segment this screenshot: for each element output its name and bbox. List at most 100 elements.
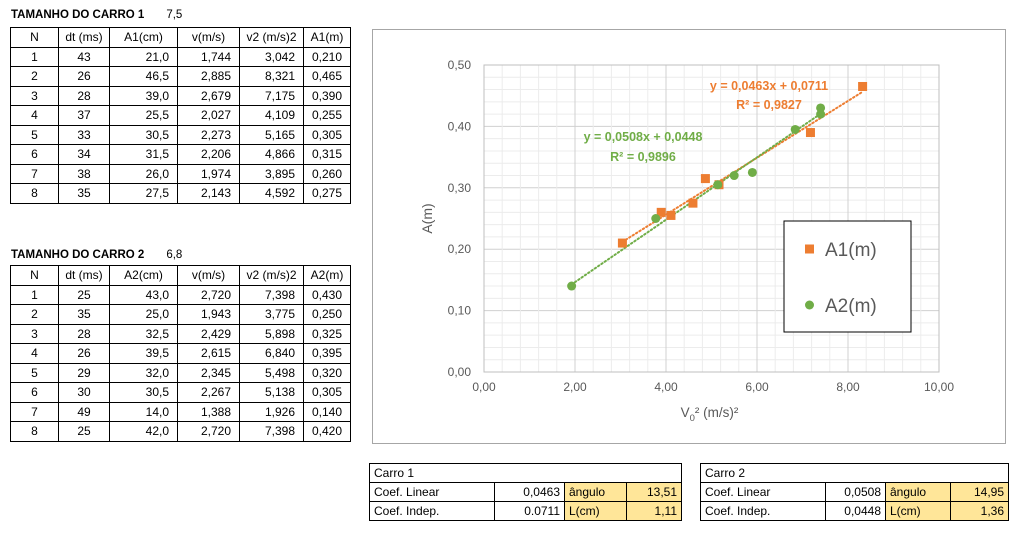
table-row: 5 29 32,0 2,345 5,498 0,320: [10, 362, 351, 383]
table-cell: 38: [58, 163, 110, 184]
table-cell: 25,5: [109, 105, 178, 126]
car1-size: 7,5: [166, 9, 183, 21]
table-cell: 7: [10, 401, 59, 422]
table-cell: 0,140: [303, 401, 351, 422]
table-cell: 2: [10, 304, 59, 325]
y-tick-label: 0,30: [448, 181, 472, 195]
table-cell: 0,305: [303, 124, 351, 145]
table-row: 7 49 14,0 1,388 1,926 0,140: [10, 401, 351, 422]
table-cell: 0,465: [303, 66, 351, 87]
table-cell: 2,273: [177, 124, 240, 145]
table-row: 6 34 31,5 2,206 4,866 0,315: [10, 144, 351, 165]
table-cell: 5,498: [239, 362, 304, 383]
table-cell: 2,679: [177, 85, 240, 106]
table-row: 1 25 43,0 2,720 7,398 0,430: [10, 284, 351, 305]
table-row: 6 30 30,5 2,267 5,138 0,305: [10, 382, 351, 403]
table-cell: 1,943: [177, 304, 240, 325]
table-cell: 49: [58, 401, 110, 422]
car1-angle-value: 13,51: [625, 482, 683, 502]
data-point-series-1: [656, 207, 666, 217]
column-header: dt (ms): [58, 265, 110, 286]
data-point-series-2: [729, 171, 739, 181]
table-cell: 14,0: [109, 401, 178, 422]
table-row: 1 43 21,0 1,744 3,042 0,210: [10, 46, 351, 67]
table-cell: 6,840: [239, 343, 304, 364]
data-point-series-1: [700, 174, 710, 184]
legend-label: A1(m): [825, 240, 877, 261]
table-cell: 3,895: [239, 163, 304, 184]
table-row: 3 28 32,5 2,429 5,898 0,325: [10, 323, 351, 344]
table-cell: 43: [58, 46, 110, 67]
table-row: 7 38 26,0 1,974 3,895 0,260: [10, 163, 351, 184]
table-cell: 5: [10, 362, 59, 383]
table-row: 2 35 25,0 1,943 3,775 0,250: [10, 304, 351, 325]
table-cell: 6: [10, 382, 59, 403]
column-header: v2 (m/s)2: [239, 27, 304, 48]
table-cell: 37: [58, 105, 110, 126]
table-cell: 4,592: [239, 183, 304, 204]
table-cell: 4: [10, 343, 59, 364]
car2-title: TAMANHO DO CARRO 2: [11, 249, 145, 261]
car2-angle-label: ângulo: [885, 482, 951, 502]
car1-title: TAMANHO DO CARRO 1: [11, 9, 145, 21]
table-cell: 46,5: [109, 66, 178, 87]
scatter-chart: 0,00 0,10 0,20 0,30 0,40 0,50 0,00 2,00 4,00 6,00…: [419, 58, 954, 424]
table-row: 4 37 25,5 2,027 4,109 0,255: [10, 105, 351, 126]
y-tick-label: 0,50: [448, 58, 472, 72]
car1-linear-value: 0,0463: [494, 482, 565, 502]
car1-angle-label: ângulo: [564, 482, 627, 502]
data-point-series-2: [790, 124, 800, 134]
table-cell: 39,5: [109, 343, 178, 364]
x-tick-label: 8,00: [836, 380, 860, 394]
column-header: A2(cm): [109, 265, 178, 286]
car2-angle-value: 14,95: [949, 482, 1010, 502]
data-point-series-2: [816, 109, 826, 119]
data-point-series-2: [651, 214, 661, 223]
data-point-series-1: [858, 81, 868, 91]
y-axis-title: A(m): [419, 203, 435, 233]
y-tick-label: 0,40: [448, 119, 472, 133]
legend-marker-square-icon: [805, 244, 814, 254]
table-cell: 5,898: [239, 323, 304, 344]
table-cell: 0,210: [303, 46, 351, 67]
table-cell: 7,398: [239, 284, 304, 305]
table-cell: 0,275: [303, 183, 351, 204]
table-cell: 26,0: [109, 163, 178, 184]
table-cell: 25: [58, 284, 110, 305]
x-axis-title: V0² (m/s)²: [681, 405, 739, 424]
table-cell: 0,255: [303, 105, 351, 126]
trendline-equation-1: y = 0,0463x + 0,0711: [710, 79, 828, 93]
x-tick-label: 6,00: [745, 380, 769, 394]
table-cell: 31,5: [109, 144, 178, 165]
table-cell: 0,395: [303, 343, 351, 364]
table-cell: 2,143: [177, 183, 240, 204]
table-cell: 27,5: [109, 183, 178, 204]
table-cell: 5,165: [239, 124, 304, 145]
data-point-series-1: [805, 128, 815, 138]
column-header: v(m/s): [177, 27, 240, 48]
table-cell: 32,0: [109, 362, 178, 383]
table-cell: 0,320: [303, 362, 351, 383]
table-cell: 7,398: [239, 421, 304, 442]
table-cell: 32,5: [109, 323, 178, 344]
table-cell: 8,321: [239, 66, 304, 87]
data-point-series-2: [567, 281, 577, 291]
column-header: A1(m): [303, 27, 351, 48]
table-cell: 29: [58, 362, 110, 383]
table-cell: 26: [58, 343, 110, 364]
table-cell: 35: [58, 304, 110, 325]
table-cell: 0,250: [303, 304, 351, 325]
table-cell: 1: [10, 284, 59, 305]
data-point-series-2: [713, 180, 723, 190]
table-cell: 0,260: [303, 163, 351, 184]
car2-coef-table: Carro 2 Coef. Linear 0,0508 ângulo 14,95…: [699, 463, 1010, 521]
table-cell: 33: [58, 124, 110, 145]
table-row: 2 26 46,5 2,885 8,321 0,465: [10, 66, 351, 87]
legend-label: A2(m): [825, 296, 877, 317]
chart-area[interactable]: 0,00 0,10 0,20 0,30 0,40 0,50 0,00 2,00 4,00 6,00…: [372, 29, 1006, 444]
table-cell: 2,345: [177, 362, 240, 383]
table-cell: 43,0: [109, 284, 178, 305]
car2-length-label: L(cm): [885, 501, 951, 521]
